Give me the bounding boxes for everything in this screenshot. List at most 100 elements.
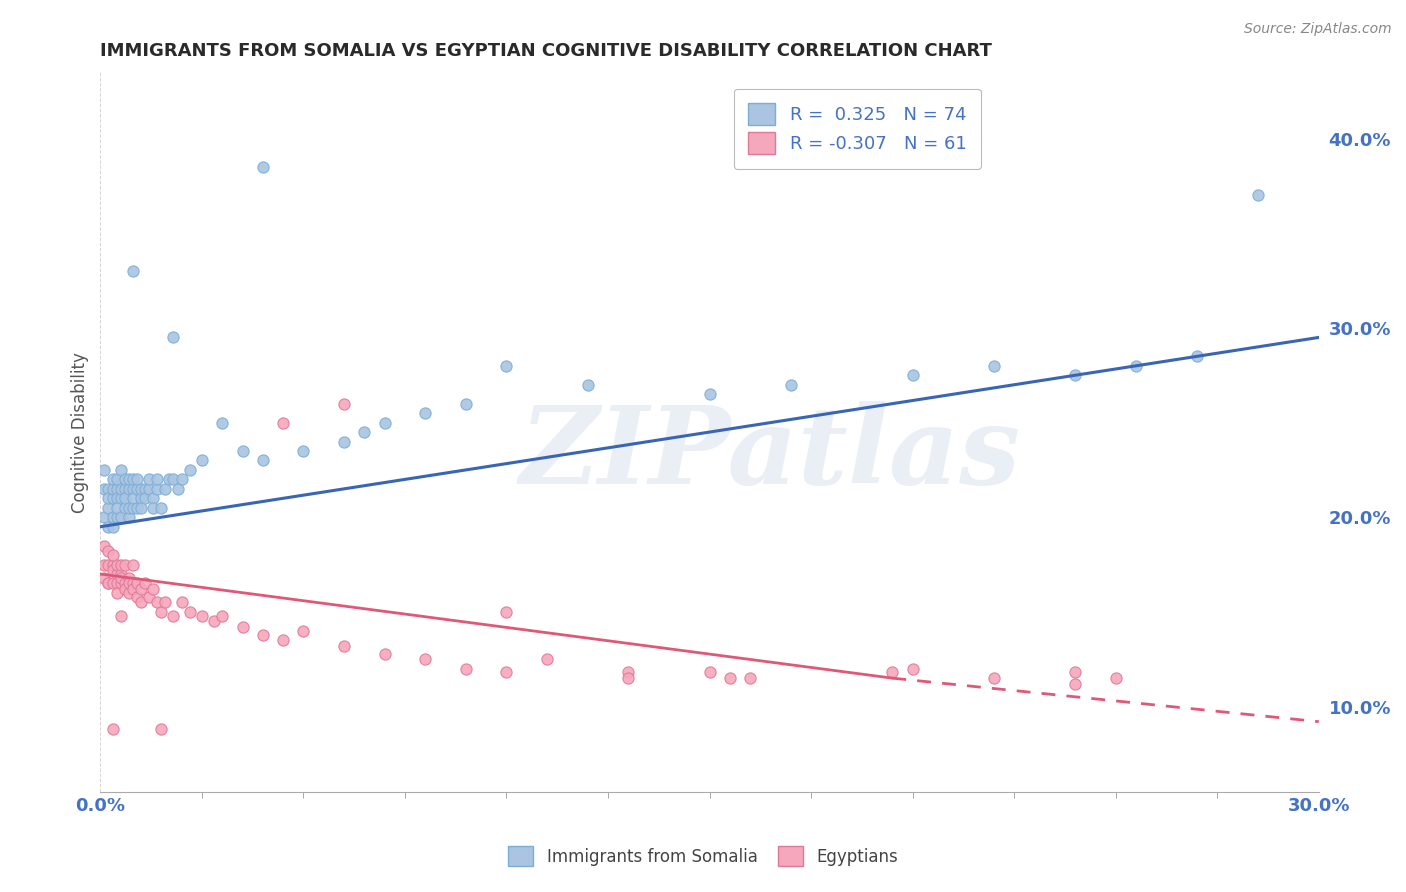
- Point: [105, 482, 128, 496]
- Point: [292, 624, 315, 638]
- Point: [157, 472, 180, 486]
- Point: [353, 425, 375, 439]
- Point: [97, 544, 120, 558]
- Point: [252, 453, 274, 467]
- Point: [901, 662, 924, 676]
- Point: [110, 482, 132, 496]
- Point: [129, 595, 152, 609]
- Point: [121, 472, 143, 486]
- Point: [1105, 671, 1128, 685]
- Point: [1247, 188, 1270, 202]
- Point: [142, 582, 165, 597]
- Point: [576, 377, 599, 392]
- Point: [252, 160, 274, 174]
- Point: [142, 500, 165, 515]
- Point: [271, 416, 294, 430]
- Point: [138, 590, 160, 604]
- Point: [454, 397, 477, 411]
- Point: [231, 444, 253, 458]
- Point: [125, 472, 148, 486]
- Text: Source: ZipAtlas.com: Source: ZipAtlas.com: [1244, 22, 1392, 37]
- Point: [110, 558, 132, 572]
- Point: [740, 671, 762, 685]
- Point: [1064, 677, 1087, 691]
- Point: [134, 482, 156, 496]
- Point: [97, 482, 120, 496]
- Point: [114, 500, 136, 515]
- Point: [121, 582, 143, 597]
- Point: [121, 491, 143, 506]
- Point: [105, 558, 128, 572]
- Point: [105, 500, 128, 515]
- Point: [129, 482, 152, 496]
- Point: [699, 387, 721, 401]
- Point: [93, 510, 115, 524]
- Point: [110, 510, 132, 524]
- Point: [121, 576, 143, 591]
- Point: [101, 576, 124, 591]
- Point: [170, 472, 193, 486]
- Point: [97, 576, 120, 591]
- Point: [718, 671, 741, 685]
- Point: [271, 633, 294, 648]
- Point: [292, 444, 315, 458]
- Point: [146, 482, 169, 496]
- Point: [97, 500, 120, 515]
- Point: [118, 586, 141, 600]
- Point: [617, 671, 640, 685]
- Point: [93, 482, 115, 496]
- Y-axis label: Cognitive Disability: Cognitive Disability: [72, 351, 89, 513]
- Point: [114, 576, 136, 591]
- Point: [162, 330, 184, 344]
- Point: [93, 539, 115, 553]
- Point: [882, 665, 904, 680]
- Point: [121, 482, 143, 496]
- Point: [125, 576, 148, 591]
- Point: [118, 510, 141, 524]
- Point: [101, 472, 124, 486]
- Point: [101, 558, 124, 572]
- Point: [333, 397, 356, 411]
- Point: [134, 576, 156, 591]
- Point: [1185, 349, 1208, 363]
- Point: [101, 548, 124, 562]
- Point: [129, 491, 152, 506]
- Point: [118, 571, 141, 585]
- Point: [779, 377, 801, 392]
- Point: [125, 590, 148, 604]
- Point: [93, 463, 115, 477]
- Point: [110, 608, 132, 623]
- Point: [101, 510, 124, 524]
- Point: [105, 586, 128, 600]
- Point: [129, 500, 152, 515]
- Point: [454, 662, 477, 676]
- Point: [211, 608, 233, 623]
- Point: [105, 491, 128, 506]
- Point: [495, 359, 517, 373]
- Point: [97, 558, 120, 572]
- Point: [97, 491, 120, 506]
- Legend: R =  0.325   N = 74, R = -0.307   N = 61: R = 0.325 N = 74, R = -0.307 N = 61: [734, 88, 981, 169]
- Point: [333, 434, 356, 449]
- Point: [114, 482, 136, 496]
- Point: [179, 463, 201, 477]
- Text: IMMIGRANTS FROM SOMALIA VS EGYPTIAN COGNITIVE DISABILITY CORRELATION CHART: IMMIGRANTS FROM SOMALIA VS EGYPTIAN COGN…: [100, 42, 993, 60]
- Point: [1064, 665, 1087, 680]
- Point: [101, 563, 124, 577]
- Point: [374, 647, 396, 661]
- Point: [114, 472, 136, 486]
- Point: [252, 627, 274, 641]
- Point: [1125, 359, 1147, 373]
- Point: [901, 368, 924, 383]
- Point: [97, 519, 120, 533]
- Point: [146, 472, 169, 486]
- Point: [118, 500, 141, 515]
- Point: [617, 665, 640, 680]
- Point: [699, 665, 721, 680]
- Point: [191, 453, 214, 467]
- Point: [170, 595, 193, 609]
- Point: [101, 491, 124, 506]
- Point: [121, 264, 143, 278]
- Point: [202, 615, 225, 629]
- Point: [155, 595, 177, 609]
